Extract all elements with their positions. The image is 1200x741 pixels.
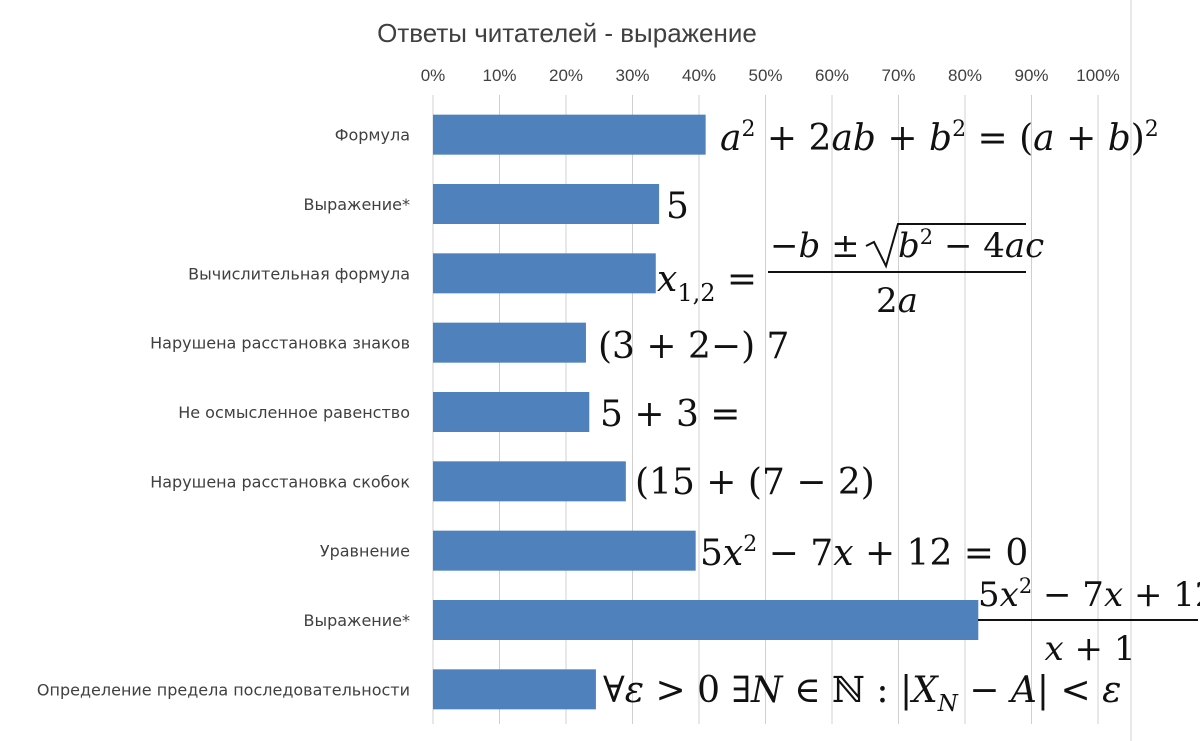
bars: [433, 114, 979, 710]
svg-text:b2 − 4ac: b2 − 4ac: [898, 225, 1044, 266]
x-tick-label: 100%: [1076, 66, 1119, 85]
category-label: Нарушена расстановка скобок: [150, 472, 410, 491]
chart-title: Ответы читателей - выражение: [377, 18, 757, 48]
bar: [433, 392, 590, 432]
formula-annotation: 5x2 − 7x + 12 = 0: [700, 532, 1028, 574]
formula-annotation: 5 + 3 =: [600, 394, 740, 435]
category-label: Выражение*: [303, 195, 410, 214]
x-tick-label: 40%: [682, 66, 716, 85]
x-axis-tick-labels: 0% 10% 20% 30% 40% 50% 60% 70% 80% 90% 100%: [421, 66, 1120, 85]
svg-text:−b ±: −b ±: [770, 226, 860, 266]
x-tick-label: 90%: [1014, 66, 1048, 85]
x-tick-label: 70%: [881, 66, 915, 85]
x-tick-label: 10%: [482, 66, 516, 85]
bar: [433, 253, 656, 294]
category-label: Уравнение: [320, 542, 410, 561]
category-label: Вычислительная формула: [188, 264, 410, 283]
bar: [433, 322, 586, 363]
x-tick-label: 20%: [549, 66, 583, 85]
bar: [433, 461, 626, 502]
formula-annotation: a2 + 2ab + b2 = (a + b)2: [720, 117, 1159, 159]
bar: [433, 114, 706, 155]
svg-text:2a: 2a: [876, 281, 918, 321]
x-tick-label: 0%: [421, 66, 446, 85]
category-label: Не осмысленное равенство: [178, 403, 410, 422]
svg-text:x1,2 =: x1,2 =: [657, 259, 757, 307]
formula-annotation: 5: [666, 186, 689, 227]
formula-annotation: ∀ε > 0 ∃N ∈ ℕ : |XN − A| < ε: [603, 670, 1121, 717]
formula-annotation: (15 + (7 − 2): [635, 462, 875, 503]
category-label: Определение предела последовательности: [37, 680, 410, 699]
formula-annotations: a2 + 2ab + b2 = (a + b)2 5 x1,2 = −b ± b…: [598, 117, 1200, 717]
category-labels: Формула Выражение* Вычислительная формула Н…: [37, 126, 410, 700]
x-tick-label: 30%: [615, 66, 649, 85]
bar: [433, 530, 696, 571]
bar: [433, 600, 979, 640]
formula-annotation: (3 + 2−) 7: [598, 326, 789, 367]
bar: [433, 184, 660, 224]
svg-text:5x2 − 7x + 12: 5x2 − 7x + 12: [978, 574, 1200, 615]
x-tick-label: 50%: [748, 66, 782, 85]
svg-text:x + 1: x + 1: [1045, 629, 1136, 669]
category-label: Формула: [335, 126, 410, 145]
x-tick-label: 80%: [948, 66, 982, 85]
category-label: Выражение*: [303, 611, 410, 630]
formula-annotation: 5x2 − 7x + 12 x + 1: [978, 574, 1200, 669]
bar: [433, 669, 596, 710]
category-label: Нарушена расстановка знаков: [150, 334, 410, 353]
formula-annotation: x1,2 = −b ± b2 − 4ac 2a: [657, 223, 1044, 321]
x-tick-label: 60%: [815, 66, 849, 85]
